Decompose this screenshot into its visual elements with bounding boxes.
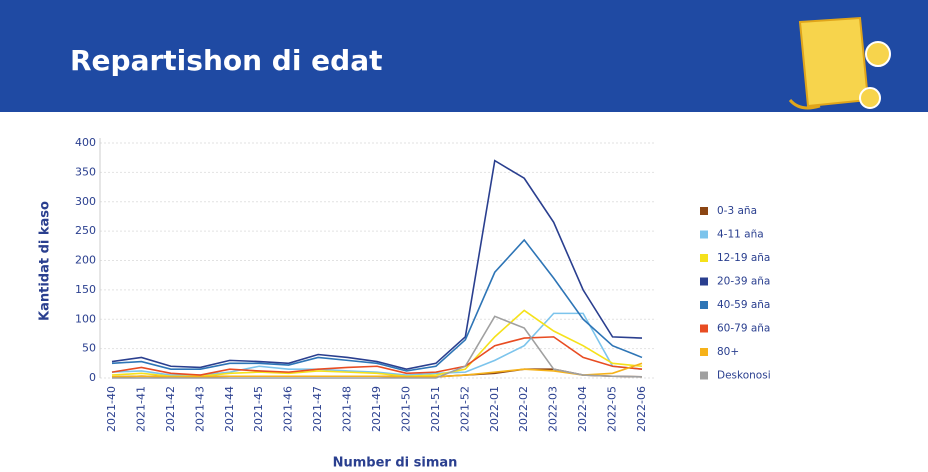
x-tick-label: 2022-04	[576, 386, 589, 432]
legend-swatch	[700, 254, 708, 262]
legend-swatch	[700, 301, 708, 309]
x-tick-label: 2021-50	[399, 386, 412, 432]
x-axis-label: Number di siman	[333, 456, 458, 471]
x-tick-label: 2021-44	[223, 386, 236, 432]
legend-label: 12-19 aña	[717, 252, 770, 264]
y-tick-label: 0	[89, 371, 96, 384]
x-tick-label: 2021-52	[458, 386, 471, 432]
x-tick-label: 2022-02	[517, 386, 530, 432]
series-line	[111, 336, 643, 376]
x-tick-label: 2021-51	[429, 386, 442, 432]
header-band	[0, 0, 928, 112]
legend-label: 80+	[717, 346, 739, 358]
series-line	[111, 159, 643, 371]
legend-swatch	[700, 277, 708, 286]
legend-label: Deskonosi	[717, 370, 771, 382]
y-tick-label: 150	[75, 283, 96, 296]
x-tick-label: 2021-45	[252, 386, 265, 432]
legend-label: 0-3 aña	[717, 205, 757, 217]
x-tick-label: 2021-41	[134, 386, 147, 432]
y-tick-label: 50	[82, 342, 96, 355]
x-tick-label: 2021-46	[282, 386, 295, 432]
x-tick-label: 2022-03	[547, 386, 560, 432]
chart-title: Repartishon di edat	[70, 44, 383, 77]
x-tick-label: 2022-06	[635, 386, 648, 432]
x-tick-label: 2021-49	[370, 386, 383, 432]
y-tick-label: 100	[75, 312, 96, 325]
x-tick-label: 2021-47	[311, 386, 324, 432]
y-tick-label: 400	[75, 136, 96, 149]
x-tick-label: 2022-05	[606, 386, 619, 432]
x-tick-label: 2021-43	[193, 386, 206, 432]
y-tick-label: 250	[75, 224, 96, 237]
series-line	[111, 238, 643, 372]
legend-label: 40-59 aña	[717, 299, 770, 311]
scroll-icon	[788, 16, 891, 110]
legend-label: 4-11 aña	[717, 229, 764, 241]
legend-label: 60-79 aña	[717, 323, 770, 335]
y-axis-label: Kantidat di kaso	[38, 201, 53, 321]
x-tick-label: 2021-42	[164, 386, 177, 432]
legend-swatch	[700, 348, 708, 356]
y-tick-label: 350	[75, 165, 96, 178]
y-tick-label: 300	[75, 195, 96, 208]
legend-swatch	[700, 371, 708, 380]
x-tick-label: 2021-48	[341, 386, 354, 432]
y-tick-label: 200	[75, 254, 96, 267]
legend-swatch	[700, 207, 708, 215]
x-tick-label: 2022-01	[488, 386, 501, 432]
x-tick-label: 2021-40	[105, 386, 118, 432]
legend-swatch	[700, 324, 708, 333]
series-line	[111, 362, 643, 378]
legend-label: 20-39 aña	[717, 276, 770, 288]
series-line	[112, 315, 643, 379]
legend-swatch	[700, 230, 708, 239]
